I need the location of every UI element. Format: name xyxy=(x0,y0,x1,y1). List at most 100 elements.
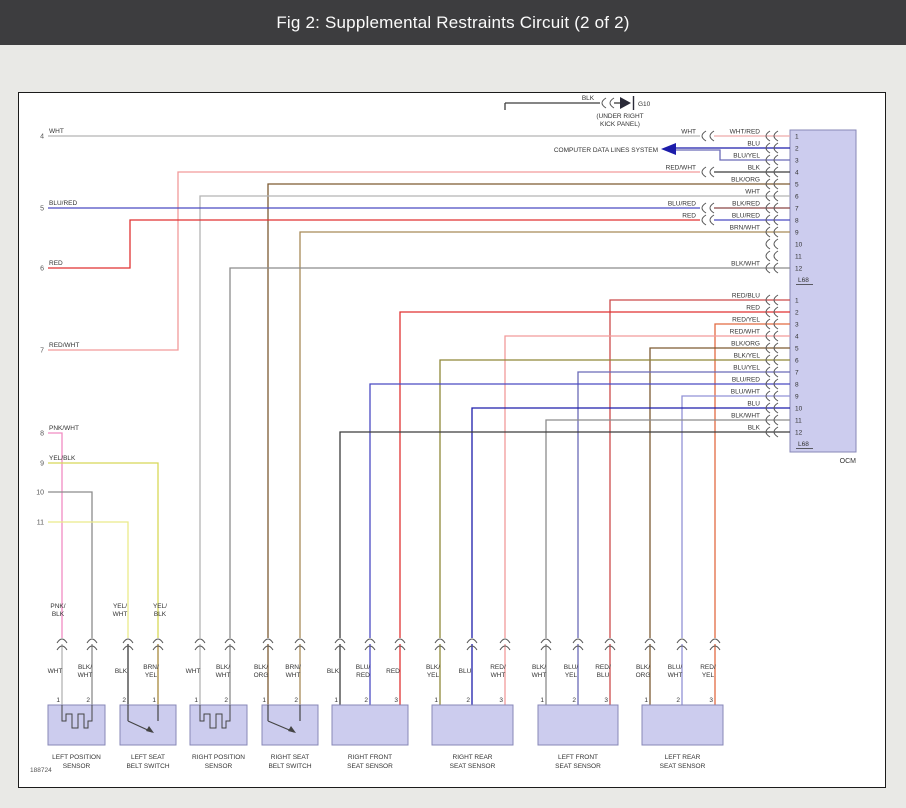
circuit-row-number: 4 xyxy=(40,134,44,141)
circuit-row-number: 11 xyxy=(37,520,44,527)
connector-chevron-icon xyxy=(466,645,478,651)
circuit-wire-label: PNK/WHT xyxy=(49,425,79,432)
ocm-pin-number: 2 xyxy=(795,146,799,153)
connector-chevron-icon xyxy=(765,154,771,166)
sensor-pin-number: 2 xyxy=(676,697,680,704)
connector-chevron-icon xyxy=(765,390,771,402)
sensor-pin-number: 2 xyxy=(364,697,368,704)
data-lines-arrow-icon xyxy=(661,143,676,155)
diagram-border xyxy=(18,92,886,788)
sensor-name: BELT SWITCH xyxy=(268,763,311,770)
wire-pnk-wht xyxy=(48,432,63,638)
sensor-wire-label: BLK xyxy=(327,668,340,675)
wire-red-yel xyxy=(714,323,790,638)
connector-chevron-icon xyxy=(773,294,779,306)
sensor-pin-number: 1 xyxy=(194,697,198,704)
ground-name: G10 xyxy=(638,101,651,108)
ocm-pin-number: 12 xyxy=(795,430,803,437)
wire-red-wht xyxy=(504,335,790,638)
connector-chevron-icon xyxy=(56,645,68,651)
connector-chevron-icon xyxy=(644,638,656,644)
splice-wire-label: BLK xyxy=(154,611,167,618)
sensor-wire-label: RED xyxy=(386,668,400,675)
ocm-pin-number: 3 xyxy=(795,322,799,329)
circuit-row-number: 10 xyxy=(36,490,44,497)
figure-title-bar: Fig 2: Supplemental Restraints Circuit (… xyxy=(0,0,906,45)
wire-blk-wht xyxy=(545,419,790,638)
connector-chevron-icon xyxy=(765,226,771,238)
sensor-wire-label: BLK/ xyxy=(254,664,268,671)
sensor-wire-label: ORG xyxy=(636,672,651,679)
connector-chevron-icon xyxy=(765,306,771,318)
wire-blu xyxy=(471,407,790,638)
connector-chevron-icon xyxy=(334,638,346,644)
connector-chevron-icon xyxy=(765,354,771,366)
sensor-box xyxy=(641,704,724,746)
connector-chevron-icon xyxy=(765,190,771,202)
wire-blk-yel xyxy=(439,359,790,638)
ocm-pin-number: 11 xyxy=(795,418,802,425)
connector-chevron-icon xyxy=(773,330,779,342)
sensor-name: LEFT POSITION xyxy=(52,754,101,761)
connector-chevron-icon xyxy=(152,645,164,651)
sensor-wire-label: YEL xyxy=(427,672,440,679)
connector-chevron-icon xyxy=(122,645,134,651)
connector-chevron-icon xyxy=(773,306,779,318)
ocm-pin-number: 1 xyxy=(795,298,799,305)
ocm-pin-number: 6 xyxy=(795,194,799,201)
ocm-pin-number: 10 xyxy=(795,242,803,249)
ocm-pin-wire-label: RED/BLU xyxy=(732,293,760,300)
sensor-wire-label: RED/ xyxy=(490,664,506,671)
sensor-wire-label: RED xyxy=(356,672,370,679)
sensor-wire-label: RED/ xyxy=(595,664,611,671)
sensor-wire-label: BLK/ xyxy=(532,664,546,671)
connector-chevron-icon xyxy=(572,638,584,644)
harness-wire-label: WHT xyxy=(681,129,696,136)
ocm-pin-number: 12 xyxy=(795,266,803,273)
connector-chevron-icon xyxy=(152,638,164,644)
sensor-pin-number: 2 xyxy=(466,697,470,704)
ocm-pin-number: 6 xyxy=(795,358,799,365)
harness-wire-label: RED/WHT xyxy=(666,165,696,172)
connector-chevron-icon xyxy=(765,178,771,190)
ocm-pin-wire-label: BLK xyxy=(748,425,761,432)
sensor-pin-number: 1 xyxy=(334,697,338,704)
connector-chevron-icon xyxy=(773,190,779,202)
sensor-name: SEAT SENSOR xyxy=(555,763,601,770)
connector-chevron-icon xyxy=(765,294,771,306)
connector-chevron-icon xyxy=(765,166,771,178)
sensor-wire-label: BLU/ xyxy=(564,664,579,671)
sensor-wire-label: YEL xyxy=(565,672,578,679)
connector-chevron-icon xyxy=(765,330,771,342)
connector-chevron-icon xyxy=(709,202,715,214)
ocm-pin-number: 10 xyxy=(795,406,803,413)
ocm-pin-wire-label: RED xyxy=(746,305,760,312)
sensor-name: RIGHT FRONT xyxy=(348,754,392,761)
connector-chevron-icon xyxy=(56,638,68,644)
ocm-pin-wire-label: WHT xyxy=(745,189,760,196)
connector-chevron-icon xyxy=(194,645,206,651)
splice-wire-label: WHT xyxy=(113,611,128,618)
ocm-pin-number: 4 xyxy=(795,170,799,177)
sensor-wire-label: BLU xyxy=(597,672,610,679)
ground-location-line1: (UNDER RIGHT xyxy=(596,113,643,120)
switch-arrow-icon xyxy=(146,726,154,733)
sensor-wire-label: WHT xyxy=(668,672,683,679)
connector-chevron-icon xyxy=(773,166,779,178)
wire-blk xyxy=(339,431,790,638)
sensor-pin-number: 2 xyxy=(122,697,126,704)
connector-chevron-icon xyxy=(604,645,616,651)
connector-chevron-icon xyxy=(773,378,779,390)
sensor-name: SEAT SENSOR xyxy=(347,763,393,770)
connector-chevron-icon xyxy=(676,645,688,651)
connector-chevron-icon xyxy=(609,97,615,109)
connector-chevron-icon xyxy=(572,645,584,651)
wiring-diagram: 1 WHT/RED WHT 2 BLU 3 BLU/YEL 4 BLK RED/WHT 5 BLK/O… xyxy=(18,92,886,788)
ocm-pin-number: 1 xyxy=(795,134,799,141)
connector-chevron-icon xyxy=(294,645,306,651)
sensor-wire-label: BLK/ xyxy=(216,664,230,671)
connector-chevron-icon xyxy=(765,426,771,438)
wire-brn-wht xyxy=(299,231,790,638)
splice-wire-label: YEL/ xyxy=(153,603,167,610)
connector-chevron-icon xyxy=(709,645,721,651)
